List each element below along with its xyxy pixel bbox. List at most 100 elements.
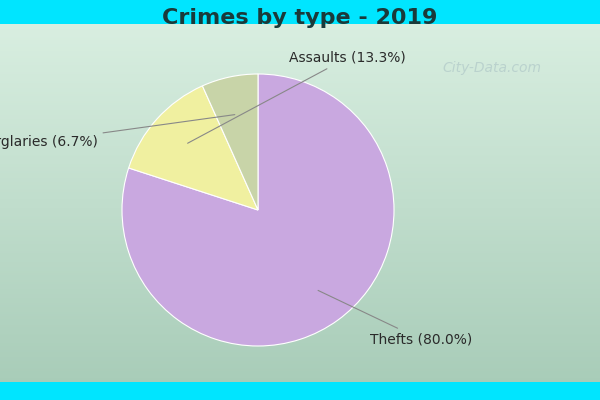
Bar [0, 117, 600, 119]
Wedge shape [122, 74, 394, 346]
Bar [0, 316, 600, 318]
Bar [0, 246, 600, 248]
Bar [0, 142, 600, 144]
Bar [0, 223, 600, 224]
Bar [0, 214, 600, 216]
Bar [0, 228, 600, 230]
Bar [0, 239, 600, 240]
Bar [0, 255, 600, 257]
Bar [0, 74, 600, 76]
Bar [0, 378, 600, 380]
Bar [0, 26, 600, 28]
Bar [0, 278, 600, 280]
Bar [0, 162, 600, 164]
Bar [0, 70, 600, 72]
Bar [0, 138, 600, 140]
Text: Crimes by type - 2019: Crimes by type - 2019 [163, 8, 437, 28]
Bar [0, 260, 600, 262]
Bar [0, 92, 600, 94]
Bar [0, 368, 600, 370]
Bar [0, 169, 600, 171]
Bar [0, 360, 600, 362]
Bar [0, 321, 600, 323]
Bar [0, 128, 600, 130]
Bar [0, 56, 600, 58]
Bar [0, 133, 600, 135]
Bar [0, 190, 600, 192]
Bar [0, 240, 600, 242]
Bar [0, 108, 600, 110]
Bar [0, 300, 600, 302]
Bar [0, 348, 600, 350]
Bar [0, 167, 600, 169]
Bar [0, 341, 600, 343]
Bar [0, 310, 600, 312]
Bar [0, 268, 600, 269]
Bar [0, 171, 600, 172]
Bar [0, 174, 600, 176]
Bar [0, 237, 600, 239]
Bar [0, 101, 600, 103]
Bar [0, 148, 600, 149]
Bar [0, 137, 600, 138]
Bar [0, 103, 600, 104]
Bar [0, 273, 600, 274]
Bar [0, 51, 600, 53]
Bar [0, 178, 600, 180]
Bar [0, 182, 600, 183]
Bar [0, 78, 600, 80]
Bar [0, 67, 600, 69]
Bar [0, 328, 600, 330]
Bar [0, 370, 600, 371]
Bar [0, 362, 600, 364]
Bar [0, 307, 600, 309]
Bar [0, 285, 600, 287]
Bar [0, 230, 600, 232]
Text: Thefts (80.0%): Thefts (80.0%) [318, 290, 472, 346]
Bar [0, 366, 600, 368]
Bar [0, 296, 600, 298]
Bar [0, 44, 600, 46]
Bar [0, 287, 600, 289]
Bar [0, 201, 600, 203]
Bar [0, 343, 600, 344]
Bar [0, 352, 600, 353]
Text: Assaults (13.3%): Assaults (13.3%) [188, 51, 406, 143]
Bar [0, 29, 600, 31]
Bar [0, 144, 600, 146]
Bar [0, 110, 600, 112]
Bar [0, 46, 600, 47]
Bar [0, 325, 600, 326]
Bar [0, 266, 600, 268]
Bar [0, 131, 600, 133]
Bar [0, 332, 600, 334]
Wedge shape [128, 86, 258, 210]
Bar [0, 40, 600, 42]
Bar [0, 234, 600, 235]
Bar [0, 248, 600, 250]
Bar [0, 96, 600, 97]
Bar [0, 235, 600, 237]
Bar [0, 353, 600, 355]
Bar [0, 221, 600, 223]
Bar [0, 212, 600, 214]
Bar [0, 280, 600, 282]
Bar [0, 69, 600, 70]
Bar [0, 166, 600, 167]
Bar [0, 208, 600, 210]
Bar [0, 210, 600, 212]
Bar [0, 355, 600, 357]
Bar [0, 371, 600, 373]
Bar [0, 312, 600, 314]
Bar [0, 258, 600, 260]
Bar [0, 346, 600, 348]
Bar [0, 274, 600, 276]
Bar [0, 380, 600, 382]
Bar [0, 80, 600, 81]
Wedge shape [202, 74, 258, 210]
Bar [0, 83, 600, 85]
Bar [0, 88, 600, 90]
Text: Burglaries (6.7%): Burglaries (6.7%) [0, 115, 235, 149]
Bar [0, 183, 600, 185]
Bar [0, 85, 600, 87]
